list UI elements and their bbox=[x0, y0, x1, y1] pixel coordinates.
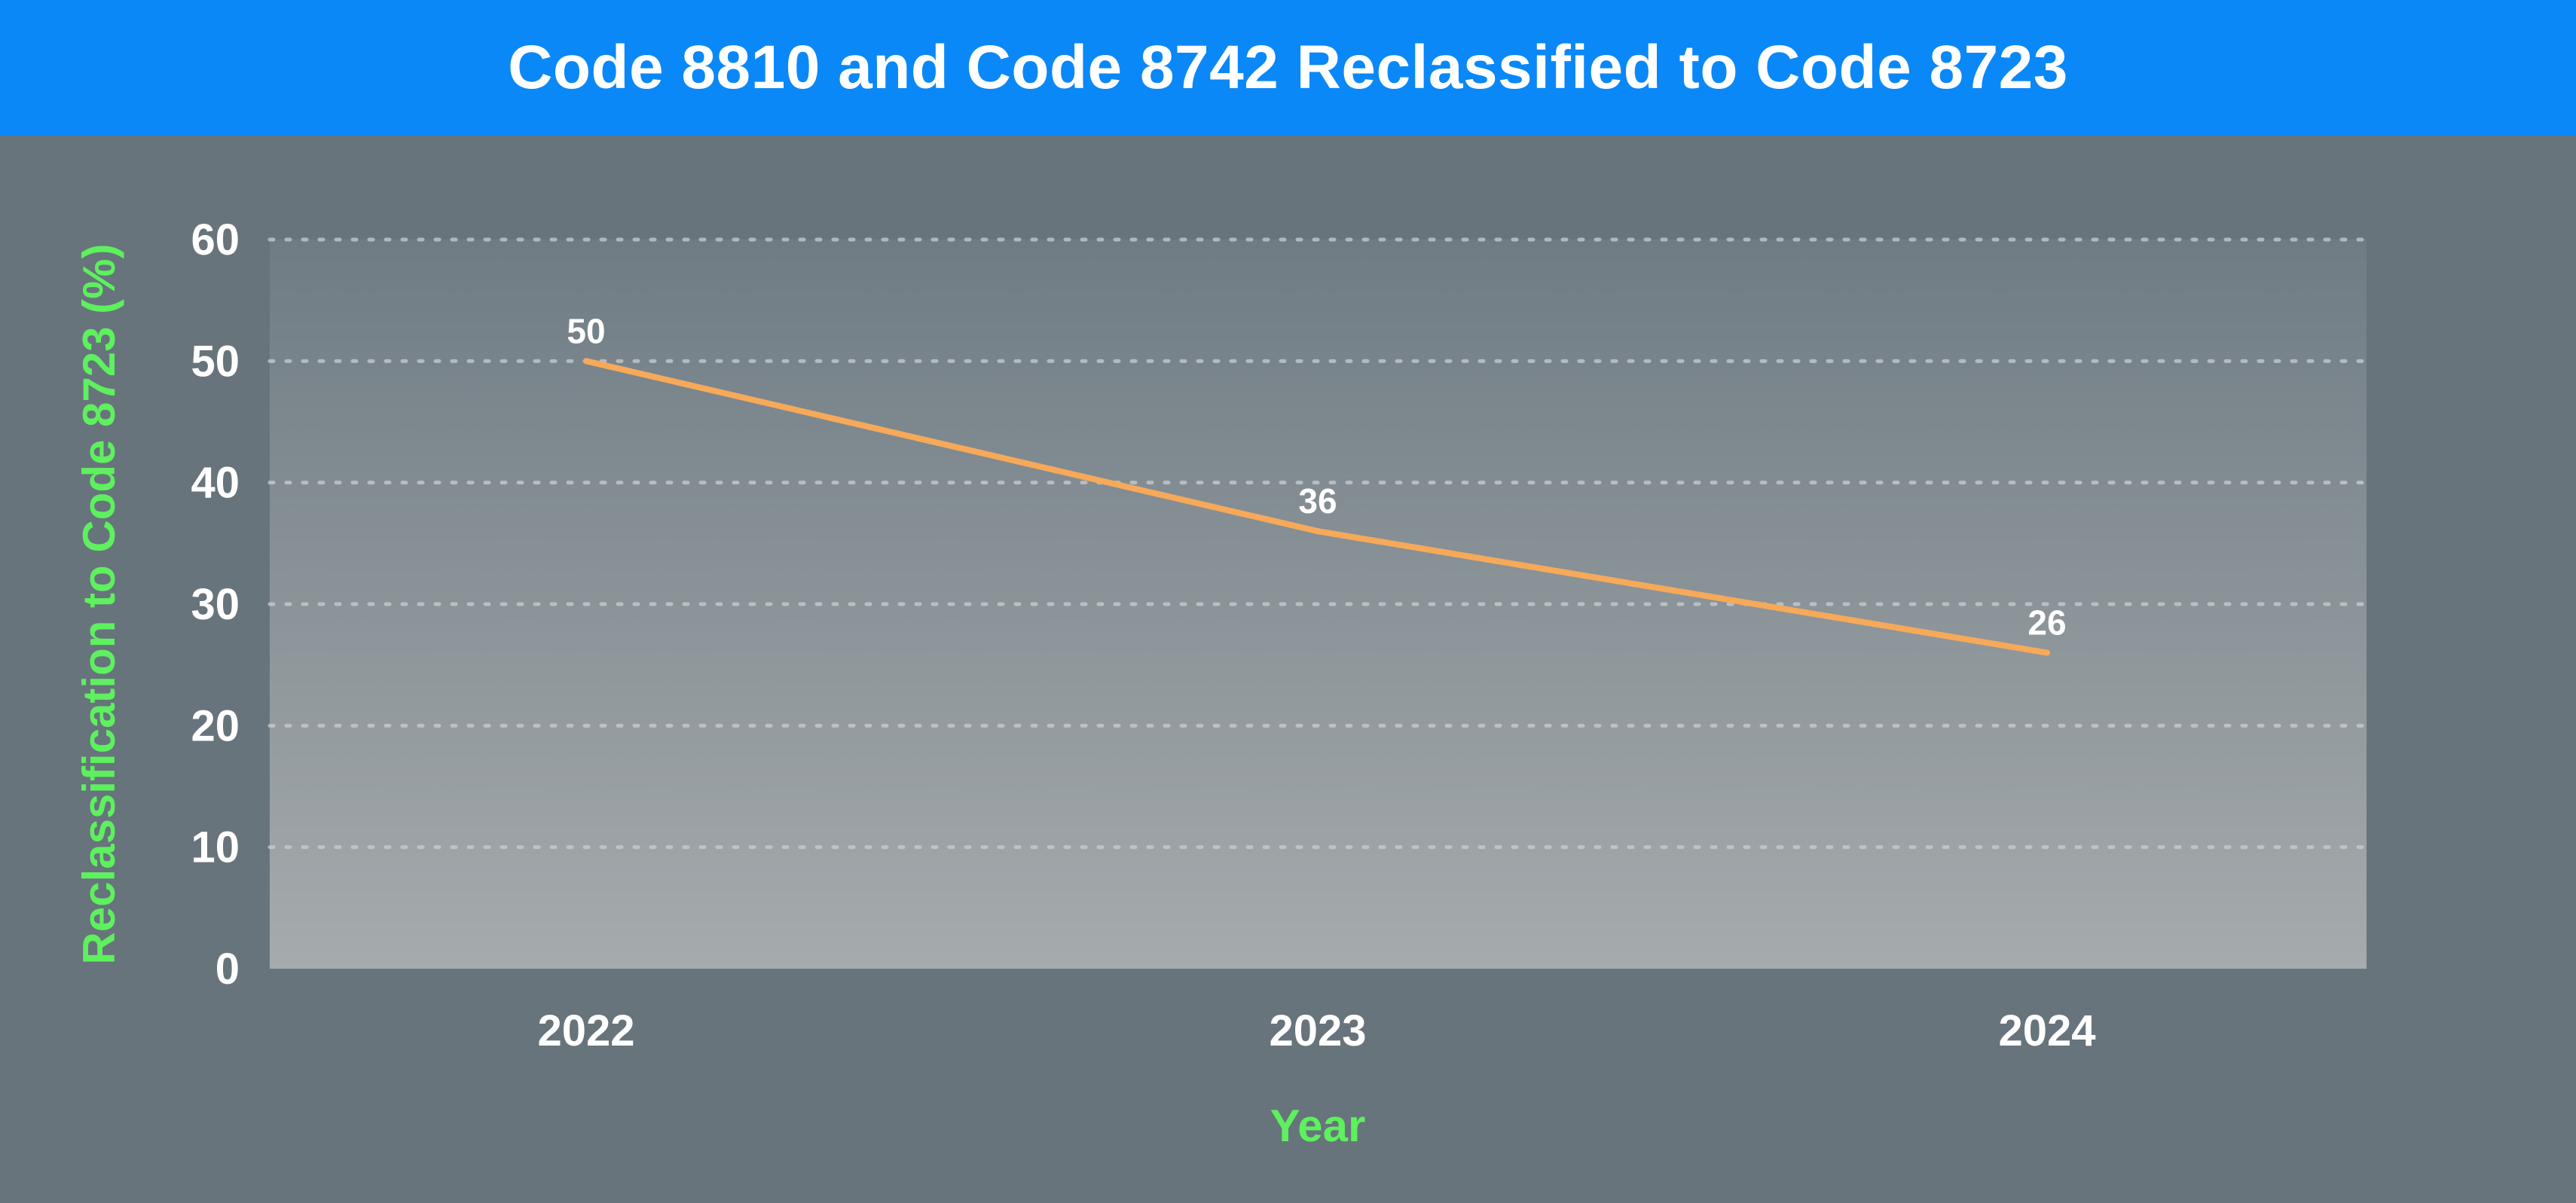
series-line-segment bbox=[1315, 528, 2050, 656]
chart-title: Code 8810 and Code 8742 Reclassified to … bbox=[508, 33, 2068, 102]
y-tick-label: 0 bbox=[215, 945, 240, 994]
data-label: 36 bbox=[1298, 481, 1337, 521]
x-tick-label: 2023 bbox=[1269, 1006, 1366, 1055]
data-labels: 50 36 26 bbox=[567, 311, 2066, 642]
series-line-segment bbox=[583, 358, 1321, 535]
y-tick-label: 60 bbox=[191, 215, 240, 264]
y-tick-label: 40 bbox=[191, 459, 240, 508]
x-axis-title: Year bbox=[1270, 1101, 1366, 1151]
y-tick-label: 10 bbox=[191, 823, 240, 872]
x-axis-ticks: 2022 2023 2024 bbox=[537, 1006, 2095, 1055]
x-tick-label: 2024 bbox=[1998, 1006, 2095, 1055]
y-tick-label: 20 bbox=[191, 701, 240, 750]
data-label: 50 bbox=[567, 311, 605, 350]
y-tick-label: 50 bbox=[191, 337, 240, 386]
data-point[interactable] bbox=[583, 358, 589, 365]
grid-lines bbox=[267, 237, 2369, 850]
y-tick-label: 30 bbox=[191, 580, 240, 629]
title-bar: Code 8810 and Code 8742 Reclassified to … bbox=[0, 0, 2576, 136]
x-tick-label: 2022 bbox=[537, 1006, 634, 1055]
y-axis-title: Reclassification to Code 8723 (%) bbox=[74, 244, 124, 965]
y-axis-ticks: 0 10 20 30 40 50 60 bbox=[191, 215, 240, 994]
data-point[interactable] bbox=[2044, 649, 2050, 656]
data-point[interactable] bbox=[1315, 528, 1321, 535]
series-lines bbox=[583, 358, 2050, 656]
data-label: 26 bbox=[2027, 603, 2066, 643]
